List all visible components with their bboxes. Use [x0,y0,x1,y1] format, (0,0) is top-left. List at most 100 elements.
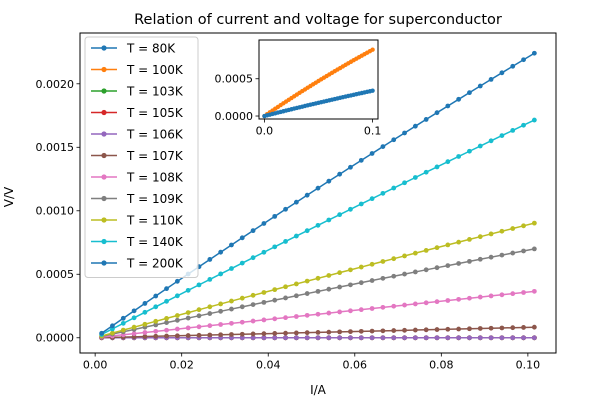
data-point [445,298,451,303]
data-point [315,275,321,281]
chart-title: Relation of current and voltage for supe… [134,12,502,28]
data-point [369,335,375,341]
data-point [510,335,516,341]
data-point [326,310,332,316]
data-point [174,317,180,323]
data-point [391,137,397,143]
data-point [337,270,343,276]
data-point [510,63,516,69]
inset-x-tick-label: 0.0 [256,125,274,138]
data-point [326,335,332,341]
legend-item: T = 105K [91,106,184,120]
y-tick-label: 0.0010 [36,205,75,218]
data-point [283,206,288,212]
data-point [456,239,462,245]
data-point [467,148,472,154]
data-point [272,297,278,303]
data-point [434,245,440,251]
data-point [402,130,407,136]
series-7 [99,246,537,339]
data-point [499,252,505,258]
data-point [402,253,407,259]
data-point [239,335,245,341]
data-point [348,335,353,341]
data-point [250,331,256,337]
data-point [488,293,494,299]
data-point [337,329,343,335]
data-point [488,231,494,237]
data-point [315,311,321,317]
data-point [229,320,234,326]
inset-x-tick-label: 0.1 [364,125,382,138]
x-tick-label: 0.08 [429,359,454,372]
legend-item: T = 100K [91,63,184,77]
data-point [250,255,256,261]
data-point [358,307,364,313]
data-point [207,323,213,329]
data-point [293,330,299,336]
data-point [196,332,202,338]
data-point [261,221,267,226]
data-point [477,294,483,300]
data-point [445,263,451,268]
y-tick-label: 0.0020 [36,78,75,91]
data-point [348,308,353,314]
data-point [337,171,343,177]
data-point [456,261,462,266]
data-point [110,330,115,336]
data-point [477,335,483,341]
data-point [283,330,288,336]
data-point [499,70,505,76]
data-point [531,50,537,56]
data-point [348,206,353,212]
data-point [304,278,310,284]
data-point [250,292,256,298]
x-tick-label: 0.04 [256,359,281,372]
data-point [531,288,537,294]
data-point [434,335,440,341]
data-point [391,335,397,341]
data-point [218,271,224,277]
inset-series-1 [262,88,375,119]
data-point [326,329,332,335]
data-point [174,293,180,299]
data-point [434,265,440,271]
data-point [499,292,505,298]
data-point [412,250,418,256]
data-point [99,330,105,336]
data-point [239,319,245,325]
data-point [369,328,375,334]
legend-marker [101,195,107,202]
data-point [348,329,353,335]
data-point [315,222,321,228]
data-point [164,286,169,292]
data-point [293,335,299,341]
data-point [293,293,299,299]
legend-label: T = 80K [126,41,176,55]
legend-marker [101,45,107,51]
inset-y-tick-label: 0.0005 [215,73,254,86]
legend-label: T = 100K [126,63,184,77]
legend-marker [101,174,107,180]
legend-item: T = 106K [91,127,184,141]
data-point [164,298,169,304]
data-point [521,325,526,330]
legend-marker [101,260,107,266]
data-point [272,213,278,219]
x-tick-label: 0.06 [343,359,368,372]
data-point [434,110,440,116]
data-point [272,287,278,293]
legend-label: T = 106K [126,127,184,141]
data-point [456,96,462,102]
data-point [326,273,332,278]
x-axis-label: I/A [310,383,327,397]
data-point [456,296,462,302]
data-point [142,321,148,327]
data-point [521,290,526,295]
data-point [153,293,159,299]
data-point [229,266,234,271]
data-point [120,327,126,333]
legend-marker [101,238,107,245]
data-point [488,325,494,331]
data-point [196,313,202,319]
